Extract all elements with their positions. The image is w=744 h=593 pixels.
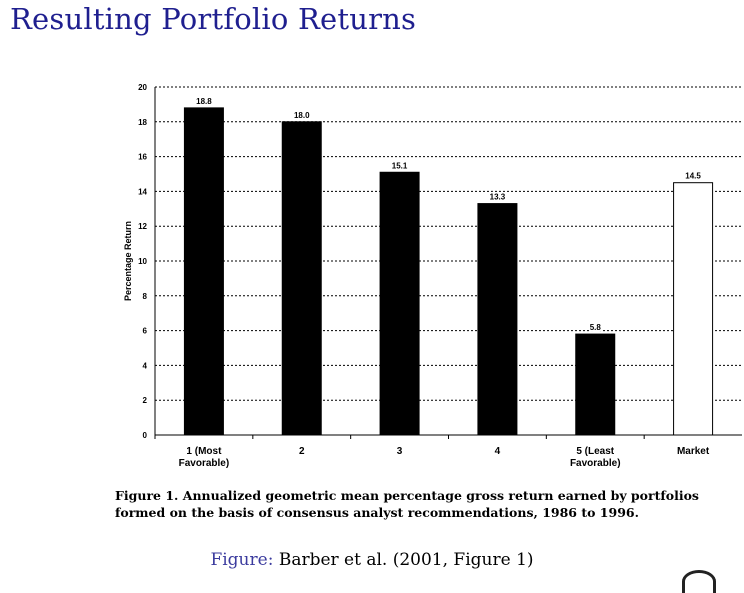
- figure-source: Figure: Barber et al. (2001, Figure 1): [0, 550, 744, 570]
- figure-source-label: Figure:: [210, 550, 274, 570]
- y-tick-label: 20: [138, 83, 147, 92]
- x-tick-label: 3: [397, 446, 403, 457]
- y-tick-label: 8: [143, 292, 148, 301]
- y-tick-label: 0: [143, 431, 148, 440]
- y-tick-label: 14: [138, 187, 147, 196]
- data-label: 18.0: [294, 111, 310, 120]
- corner-logo-fragment: [682, 570, 716, 593]
- caption-line-1: Figure 1. Annualized geometric mean perc…: [115, 488, 699, 503]
- y-tick-label: 16: [138, 153, 147, 162]
- y-axis-label: Percentage Return: [123, 221, 133, 301]
- x-tick-label: 2: [299, 446, 305, 457]
- y-tick-label: 12: [138, 222, 147, 231]
- figure-source-text: Barber et al. (2001, Figure 1): [273, 550, 534, 570]
- data-labels: 18.8 18.0 15.1 13.3 5.8 14.5: [195, 95, 703, 333]
- x-tick-label: 1 (Most Favorable): [179, 446, 230, 469]
- y-tick-label: 4: [143, 361, 148, 370]
- x-tick-label: Market: [677, 446, 710, 457]
- bar: [183, 107, 224, 436]
- x-tick-label: 4: [495, 446, 501, 457]
- data-label: 15.1: [392, 161, 408, 170]
- bars: [183, 107, 714, 436]
- bar-chart: 0 2 4 6 8 10 12 14 16 18 20 18.8 18.0 15.1 13.3 5.8 14.…: [123, 83, 742, 469]
- slide-title: Resulting Portfolio Returns: [10, 2, 417, 36]
- caption-line-2: formed on the basis of consensus analyst…: [115, 505, 639, 520]
- data-label: 18.8: [196, 97, 212, 106]
- bar: [379, 171, 420, 436]
- x-axis-ticks: 1 (Most Favorable) 2 3 4 5 (Least Favorable) Ma…: [154, 435, 710, 469]
- bar: [281, 121, 322, 436]
- y-tick-label: 18: [138, 118, 147, 127]
- data-label: 14.5: [685, 172, 701, 181]
- data-label: 5.8: [590, 323, 602, 332]
- y-tick-label: 6: [143, 327, 148, 336]
- figure-caption: Figure 1. Annualized geometric mean perc…: [115, 487, 744, 521]
- bar: [575, 333, 616, 436]
- bar: [477, 203, 518, 436]
- bar: [673, 182, 714, 436]
- gridlines: [154, 86, 742, 436]
- y-tick-label: 10: [138, 257, 147, 266]
- y-axis-ticks: 0 2 4 6 8 10 12 14 16 18 20: [138, 83, 147, 440]
- y-tick-label: 2: [143, 396, 148, 405]
- x-tick-label: 5 (Least Favorable): [570, 446, 621, 469]
- data-label: 13.3: [490, 193, 506, 202]
